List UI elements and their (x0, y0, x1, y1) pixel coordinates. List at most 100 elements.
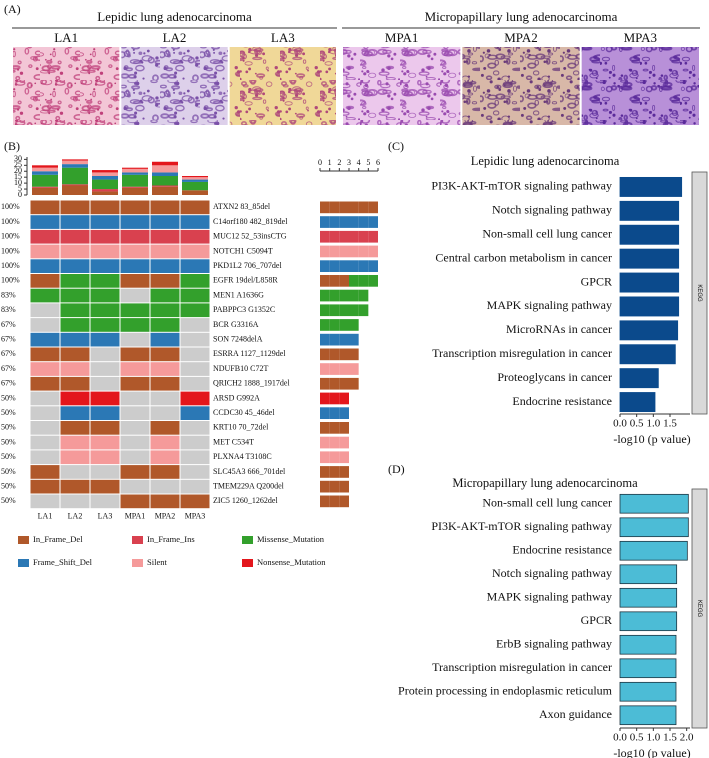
mutation-cell (30, 318, 60, 332)
gene-label: ZIC5 1260_1262del (213, 496, 278, 505)
row-bar-segment (358, 230, 369, 243)
stacked-bar-segment (122, 167, 148, 169)
frequency-label: 83% (1, 290, 16, 299)
stacked-bar-segment (92, 189, 118, 192)
group-title: Micropapillary lung adenocarcinoma (425, 9, 618, 24)
mutation-cell (90, 229, 120, 244)
row-bar-segment (339, 319, 349, 331)
mutation-cell (120, 303, 150, 318)
row-bar-segment (339, 407, 349, 419)
category-label: Non-small cell lung cancer (482, 227, 612, 241)
row-bar-segment (329, 422, 340, 434)
x-tick-label: 2 (337, 158, 341, 167)
mutation-cell (150, 391, 180, 406)
bar (619, 681, 677, 702)
row-bar-segment (339, 289, 349, 302)
gene-label: MUC12 52_53insCTG (213, 232, 287, 241)
stacked-bar-segment (32, 174, 58, 187)
mutation-cell (90, 479, 120, 494)
category-label: Notch signaling pathway (492, 203, 612, 217)
mutation-cell (150, 406, 180, 420)
x-tick-label: 1.5 (663, 418, 677, 430)
y-tick-label: 30 (14, 154, 22, 163)
stacked-bar-segment (32, 167, 58, 172)
row-bar-segment (329, 289, 340, 302)
gene-label: QRICH2 1888_1917del (213, 379, 290, 388)
bar (619, 248, 680, 269)
mutation-cell (180, 303, 210, 318)
sample-label: MPA3 (185, 512, 206, 521)
mutation-cell (120, 259, 150, 273)
mutation-cell (150, 421, 180, 435)
bar (619, 392, 656, 413)
mutation-cell (180, 376, 210, 391)
x-tick-label: 1.0 (646, 732, 660, 744)
row-bar-segment (349, 216, 359, 228)
category-label: Endocrine resistance (512, 543, 612, 557)
stacked-bar-segment (92, 191, 118, 195)
x-tick-label: 5 (366, 158, 370, 167)
legend-label: Frame_Shift_Del (33, 557, 93, 567)
mutation-cell (150, 215, 180, 229)
chart-title: Micropapillary lung adenocarcinoma (452, 476, 638, 490)
mutation-cell (60, 362, 90, 376)
mutation-cell (60, 406, 90, 420)
row-bar-segment (329, 333, 340, 346)
stacked-bar-segment (182, 181, 208, 191)
mutation-cell (150, 303, 180, 318)
mutation-cell (90, 244, 120, 259)
mutation-cell (120, 288, 150, 303)
mutation-cell (150, 479, 180, 494)
category-label: PI3K-AKT-mTOR signaling pathway (431, 179, 612, 193)
legend-swatch (132, 559, 143, 567)
mutation-cell (90, 274, 120, 288)
y-tick-label: 15 (14, 172, 22, 181)
stacked-bar-segment (62, 159, 88, 161)
mutation-cell (120, 347, 150, 362)
mutation-cell (30, 450, 60, 465)
gene-label: EGFR 19del/L858R (213, 276, 278, 285)
mutation-cell (120, 244, 150, 259)
mutation-cell (120, 421, 150, 435)
group-title: Lepidic lung adenocarcinoma (97, 9, 252, 24)
bar (619, 564, 678, 585)
row-bar-segment (349, 363, 359, 375)
panel-label: (B) (4, 139, 20, 153)
mutation-cell (30, 215, 60, 229)
row-bar-segment (339, 260, 349, 272)
row-bar-segment (320, 245, 330, 258)
row-bar-segment (329, 480, 340, 493)
histology-image (229, 47, 336, 125)
gene-label: NDUFB10 C72T (213, 364, 268, 373)
mutation-cell (120, 200, 150, 215)
stacked-bar-segment (92, 170, 118, 173)
row-bar-segment (339, 201, 349, 214)
gene-label: C14orf180 482_819del (213, 217, 288, 226)
stacked-bar-segment (92, 176, 118, 180)
mutation-cell (60, 229, 90, 244)
panel-label: (C) (388, 139, 404, 153)
row-bar-segment (329, 466, 340, 478)
mutation-cell (60, 318, 90, 332)
bar (619, 658, 677, 679)
legend-swatch (242, 536, 253, 544)
row-bar-segment (320, 260, 330, 272)
mutation-cell (150, 494, 180, 509)
mutation-cell (30, 479, 60, 494)
mutation-cell (60, 450, 90, 465)
facet-strip (691, 488, 708, 729)
x-axis-label: -log10 (p value) (613, 432, 690, 446)
row-bar-segment (320, 319, 330, 331)
mutation-cell (150, 274, 180, 288)
mutation-cell (150, 376, 180, 391)
row-bar-segment (320, 230, 330, 243)
legend-label: Missense_Mutation (257, 534, 325, 544)
row-bar-segment (349, 289, 359, 302)
stacked-bar-segment (152, 172, 178, 176)
frequency-label: 67% (1, 364, 16, 373)
mutation-cell (90, 215, 120, 229)
legend-label: In_Frame_Del (33, 534, 83, 544)
mutation-cell (150, 332, 180, 347)
mutation-cell (180, 435, 210, 450)
row-bar-segment (339, 304, 349, 317)
